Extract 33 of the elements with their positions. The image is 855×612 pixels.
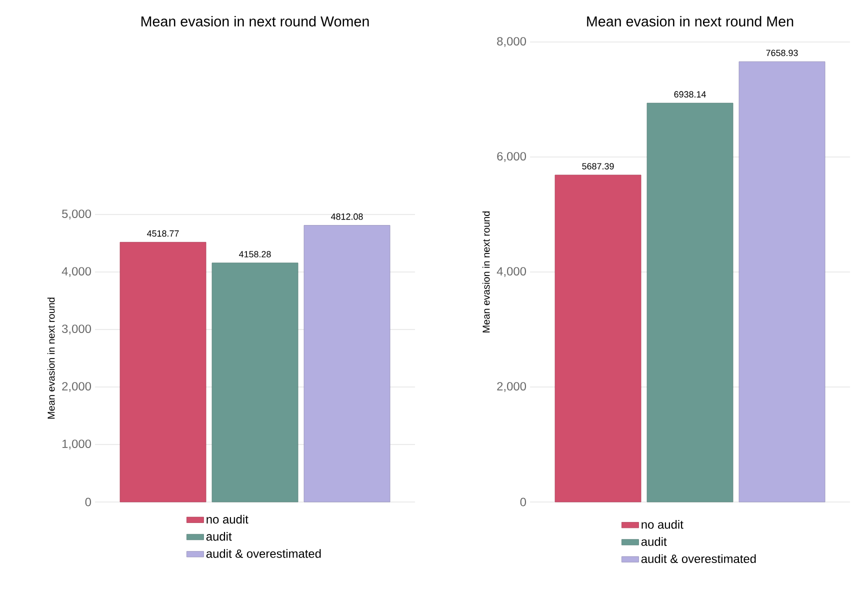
legend-label: audit & overestimated — [641, 554, 756, 564]
data-label: 4812.08 — [331, 213, 363, 220]
y-axis-title: Mean evasion in next round — [482, 211, 490, 332]
y-tick-label: 4,000 — [496, 267, 526, 277]
legend-label: audit — [206, 532, 232, 541]
bar — [120, 242, 206, 502]
y-tick-label: 2,000 — [62, 382, 92, 392]
legend-label: audit — [641, 537, 667, 546]
legend-label: audit & overestimated — [206, 549, 321, 558]
bar — [738, 61, 826, 502]
bar — [646, 102, 734, 502]
legend-label: no audit — [642, 520, 684, 529]
y-tick-label: 1,000 — [62, 440, 92, 450]
data-label: 6938.14 — [674, 91, 706, 98]
y-axis-title: Mean evasion in next round — [47, 298, 55, 419]
bar — [554, 174, 642, 502]
y-tick-label: 6,000 — [497, 152, 526, 162]
chart-title: Mean evasion in next round Men — [587, 16, 794, 27]
y-tick-label: 8,000 — [497, 37, 526, 47]
data-label: 7658.93 — [766, 50, 798, 56]
bar — [304, 225, 390, 502]
legend-label: no audit — [206, 514, 248, 524]
y-tick-label: 5,000 — [62, 210, 92, 220]
y-tick-label: 0 — [85, 498, 92, 506]
data-label: 4158.28 — [239, 251, 271, 258]
y-tick-label: 0 — [520, 498, 526, 506]
y-tick-label: 2,000 — [497, 382, 526, 392]
y-tick-label: 3,000 — [62, 324, 92, 334]
y-tick-label: 4,000 — [62, 267, 92, 277]
chart-title: Mean evasion in next round Women — [141, 16, 369, 26]
data-label: 4518.77 — [147, 230, 179, 237]
bar — [212, 262, 298, 502]
data-label: 5687.39 — [582, 163, 614, 170]
